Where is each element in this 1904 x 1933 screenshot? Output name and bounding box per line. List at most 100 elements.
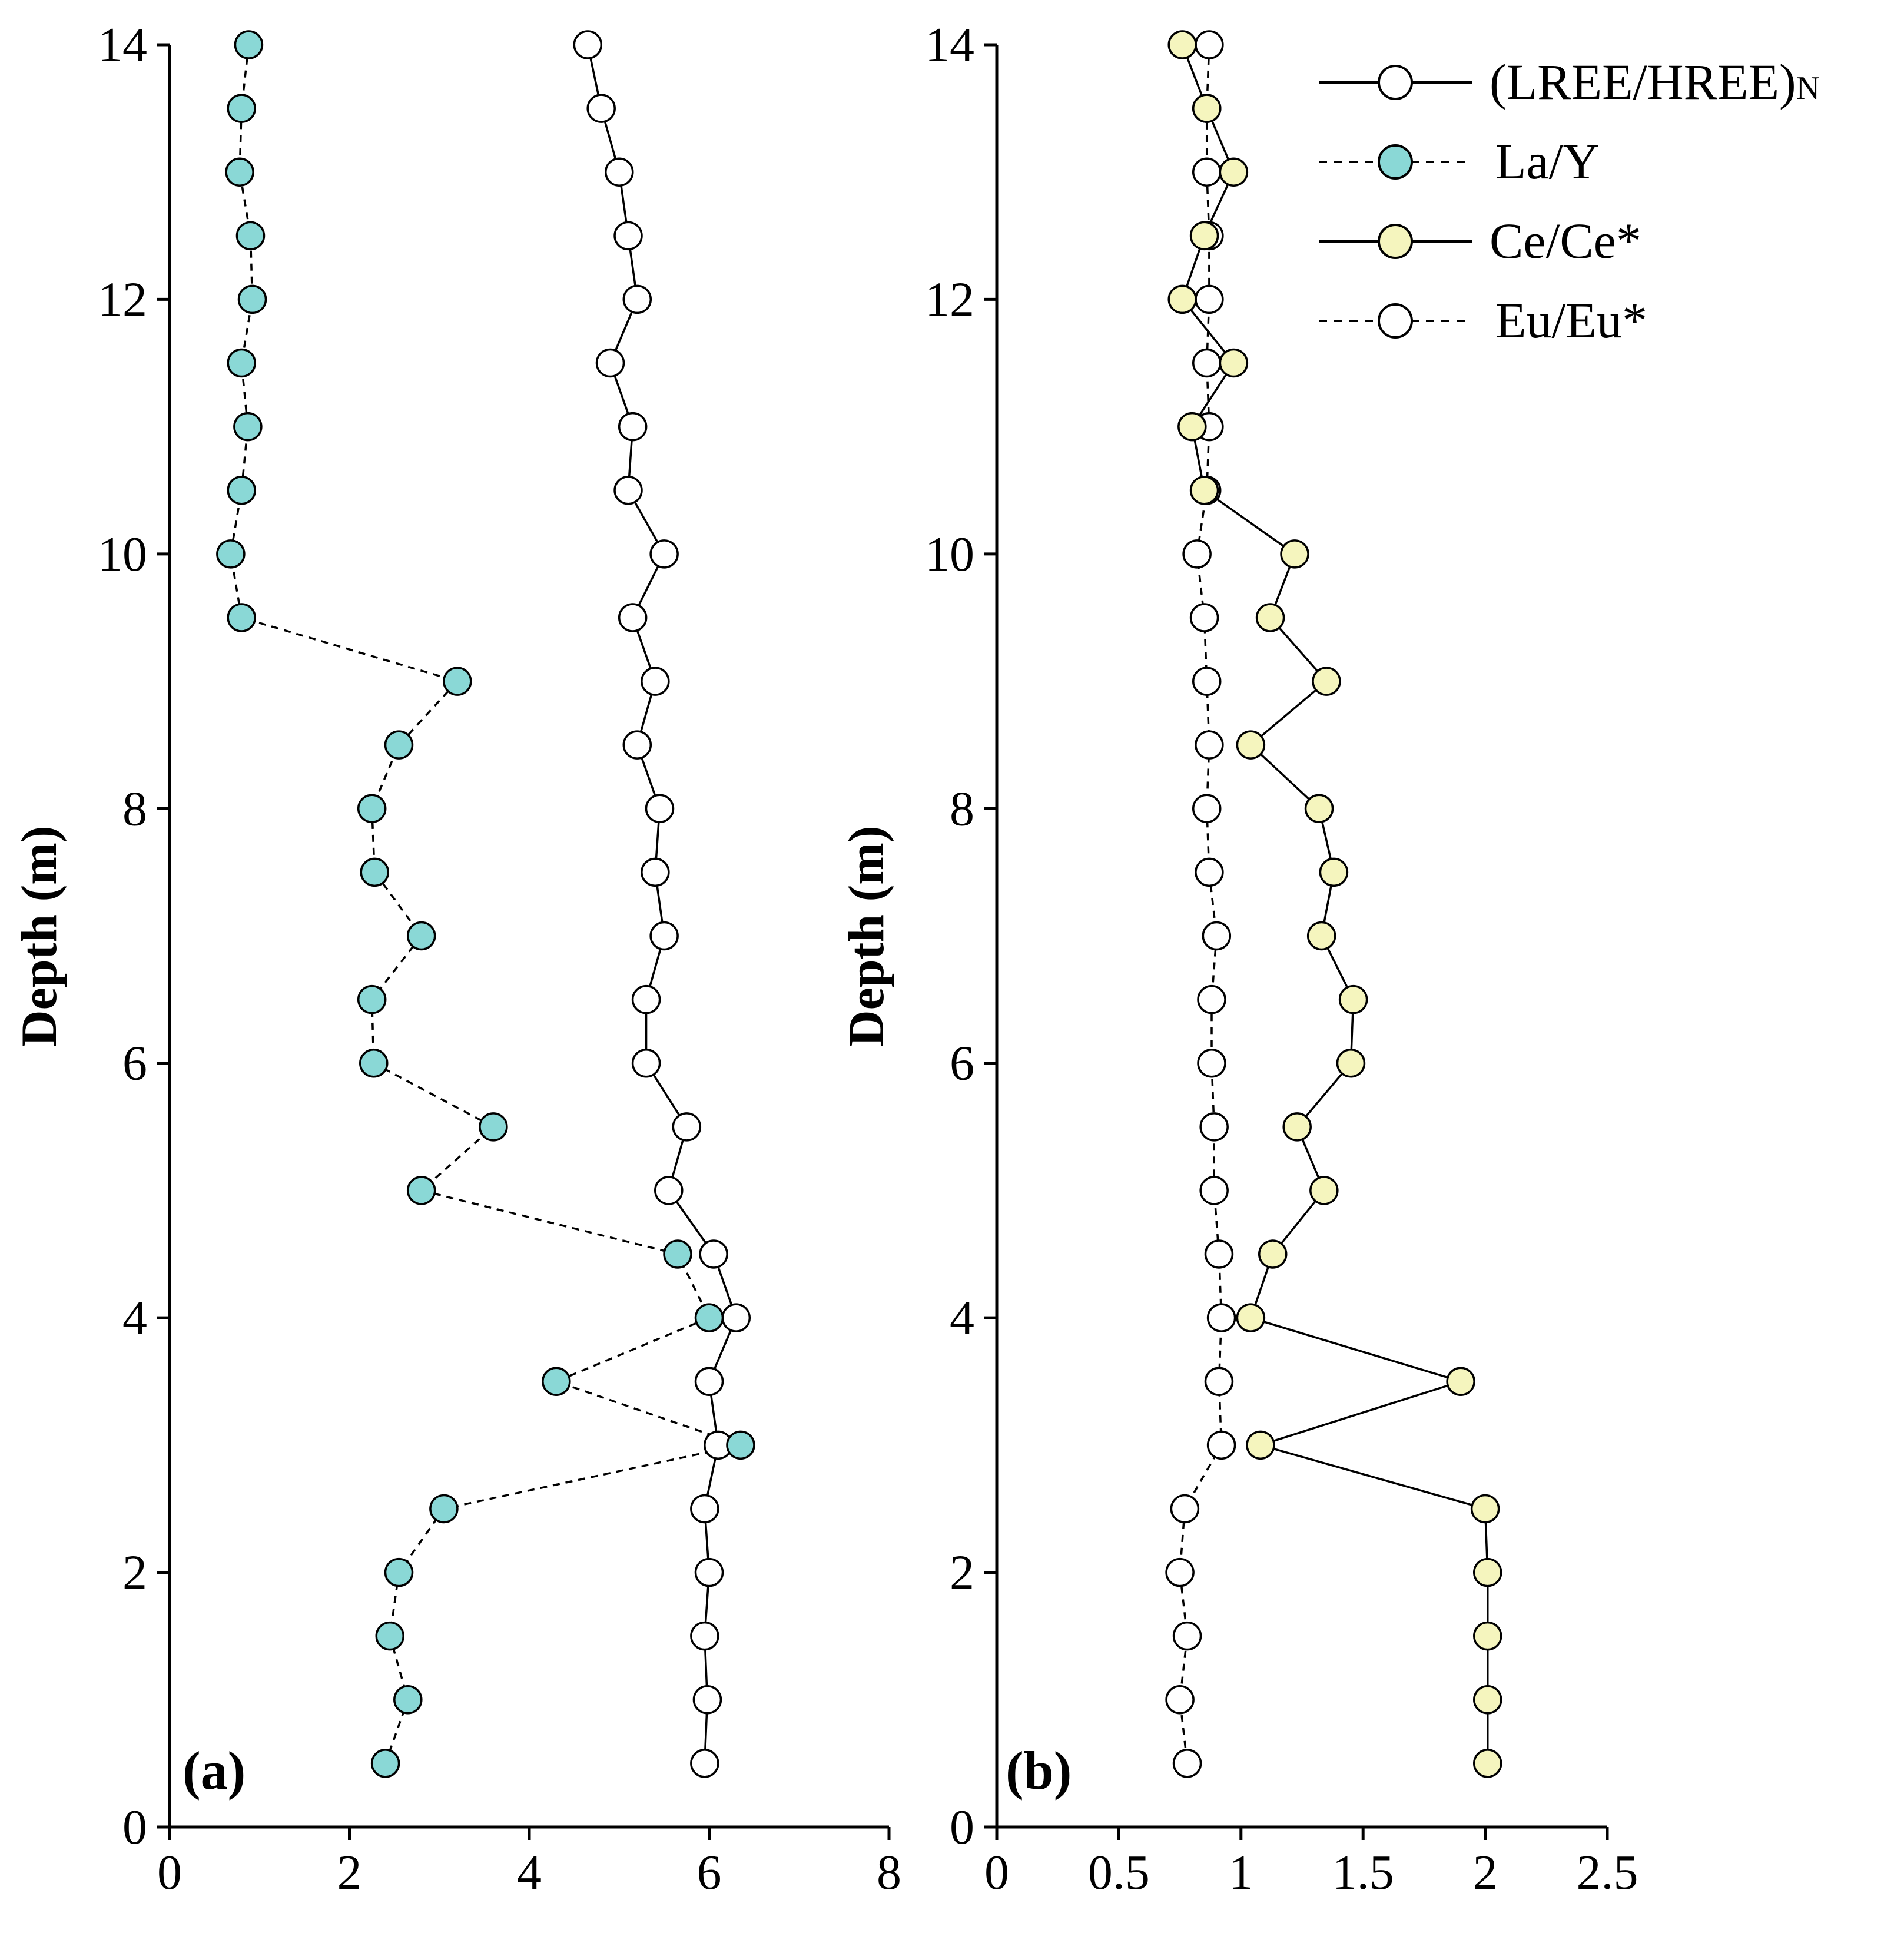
- panel-b-point-eu-eu: [1199, 1112, 1229, 1142]
- panel-a-point-la-y: [694, 1303, 724, 1332]
- panel-a-point-la-y: [406, 1176, 436, 1205]
- panel-b-point-ce-ce: [1177, 412, 1207, 442]
- panel-b-point-eu-eu: [1195, 284, 1224, 314]
- panel-b-point-ce-ce: [1167, 30, 1197, 59]
- panel-a-y-tick-label: 8: [122, 781, 147, 836]
- panel-a-point-la-y: [227, 94, 256, 123]
- panel-a-y-tick-label: 10: [98, 527, 147, 582]
- panel-a-x-tick-label: 8: [877, 1845, 901, 1900]
- legend-marker: [1378, 65, 1413, 100]
- panel-a-point-la-y: [216, 539, 246, 569]
- panel-b-point-ce-ce: [1338, 984, 1368, 1014]
- panel-a-x-ticks: 0 2 4 6 8: [157, 1827, 901, 1900]
- legend-item-lree-hree: (LREE/HREE)N: [1319, 54, 1820, 110]
- panel-a-point-lree-hree-n: [694, 1367, 724, 1396]
- panel-a-point-la-y: [225, 157, 254, 187]
- panel-b-point-eu-eu: [1195, 730, 1224, 760]
- panel-b-point-ce-ce: [1446, 1367, 1475, 1396]
- panel-a-point-la-y: [406, 921, 436, 951]
- panel-a-point-lree-hree-n: [641, 857, 670, 887]
- panel-b-y-tick-label: 8: [950, 781, 974, 836]
- panel-b-x-tick-label: 0.5: [1088, 1845, 1150, 1900]
- panel-a-series: [216, 30, 755, 1778]
- panel-b-point-eu-eu: [1195, 857, 1224, 887]
- panel-b-y-tick-label: 4: [950, 1291, 974, 1345]
- panel-b-point-ce-ce: [1472, 1621, 1502, 1651]
- panel-a-y-tick-label: 14: [98, 18, 147, 72]
- panel-a-x-tick-label: 6: [697, 1845, 722, 1900]
- panel-b-series: [1165, 30, 1502, 1778]
- legend-label: La/Y: [1495, 133, 1600, 190]
- panel-a-point-lree-hree-n: [699, 1239, 728, 1269]
- panel-a-point-lree-hree-n: [649, 539, 679, 569]
- panel-a-point-la-y: [726, 1430, 755, 1460]
- panel-a-y-tick-label: 0: [122, 1800, 147, 1855]
- panel-a-x-tick-label: 0: [157, 1845, 182, 1900]
- panel-b-y-tick-label: 10: [925, 527, 974, 582]
- panel-b-point-ce-ce: [1309, 1176, 1339, 1205]
- panel-b-point-ce-ce: [1312, 667, 1341, 696]
- panel-a-point-la-y: [227, 476, 256, 505]
- panel-b-point-eu-eu: [1189, 603, 1219, 632]
- panel-a-point-lree-hree-n: [694, 1557, 724, 1587]
- panel-b-point-eu-eu: [1192, 667, 1222, 696]
- panel-b-point-eu-eu: [1170, 1494, 1200, 1524]
- panel-a-point-la-y: [542, 1367, 571, 1396]
- panel-b-series-line-ce-ce: [1181, 44, 1489, 1763]
- panel-a-series-line-la-y: [230, 44, 742, 1764]
- panel-b-point-ce-ce: [1219, 348, 1249, 378]
- legend-label: (LREE/HREE)N: [1490, 54, 1820, 110]
- panel-a-point-lree-hree-n: [595, 348, 625, 378]
- panel-b-point-eu-eu: [1172, 1749, 1202, 1778]
- panel-b-y-tick-label: 12: [925, 272, 974, 327]
- panel-a-point-lree-hree-n: [613, 476, 643, 505]
- panel-b-point-eu-eu: [1197, 1048, 1226, 1078]
- panel-a-point-lree-hree-n: [586, 94, 616, 123]
- legend-item-ce-ce: Ce/Ce*: [1319, 213, 1641, 269]
- panel-b-point-ce-ce: [1236, 1303, 1266, 1332]
- panel-a-y-tick-label: 4: [122, 1291, 147, 1345]
- panel-b-point-ce-ce: [1219, 157, 1249, 187]
- panel-b-point-eu-eu: [1192, 348, 1222, 378]
- panel-a-point-lree-hree-n: [690, 1621, 719, 1651]
- panel-a-point-la-y: [357, 794, 387, 824]
- panel-b-point-eu-eu: [1202, 921, 1232, 951]
- panel-b: 0 0.5 1 1.5 2 2.5 0 2 4 6 8 10 12 14 Depth (m) (b): [838, 18, 1638, 1900]
- panel-b-point-eu-eu: [1206, 1430, 1236, 1460]
- panel-b-point-eu-eu: [1172, 1621, 1202, 1651]
- legend: (LREE/HREE)N La/Y Ce/Ce* Eu/Eu*: [1319, 54, 1820, 349]
- panel-a-point-la-y: [357, 984, 387, 1014]
- panel-a-series-line-lree-hree-n: [586, 44, 738, 1763]
- panel-a-y-tick-label: 6: [122, 1036, 147, 1091]
- panel-a-y-tick-label: 2: [122, 1546, 147, 1600]
- legend-label: Eu/Eu*: [1495, 292, 1647, 349]
- panel-a-point-la-y: [443, 667, 472, 696]
- panel-b-y-axis-label: Depth (m): [838, 826, 894, 1047]
- panel-a-point-la-y: [393, 1685, 423, 1715]
- panel-b-y-tick-label: 2: [950, 1546, 974, 1600]
- panel-b-point-ce-ce: [1192, 94, 1222, 123]
- panel-b-x-ticks: 0 0.5 1 1.5 2 2.5: [984, 1827, 1638, 1900]
- panel-a-point-la-y: [384, 1557, 414, 1587]
- panel-a-point-la-y: [663, 1239, 692, 1269]
- panel-a-point-lree-hree-n: [631, 984, 661, 1014]
- panel-a: 0 2 4 6 8 0 2 4 6 8 10 12 14 Depth (m) (a): [11, 18, 901, 1900]
- panel-b-point-eu-eu: [1182, 539, 1212, 569]
- panel-a-point-lree-hree-n: [618, 603, 648, 632]
- panel-a-point-la-y: [375, 1621, 404, 1651]
- panel-a-point-lree-hree-n: [631, 1048, 661, 1078]
- panel-b-point-ce-ce: [1282, 1112, 1312, 1142]
- panel-a-point-lree-hree-n: [605, 157, 634, 187]
- panel-b-point-ce-ce: [1336, 1048, 1366, 1078]
- legend-marker: [1378, 144, 1413, 180]
- panel-a-point-la-y: [359, 1048, 389, 1078]
- panel-a-y-tick-label: 12: [98, 272, 147, 327]
- panel-b-y-tick-label: 0: [950, 1800, 974, 1855]
- panel-b-point-eu-eu: [1197, 984, 1226, 1014]
- panel-a-y-ticks: 0 2 4 6 8 10 12 14: [98, 18, 170, 1855]
- panel-a-point-la-y: [227, 603, 256, 632]
- legend-item-eu-eu: Eu/Eu*: [1319, 292, 1647, 349]
- panel-b-point-ce-ce: [1189, 221, 1219, 251]
- legend-marker: [1378, 224, 1413, 259]
